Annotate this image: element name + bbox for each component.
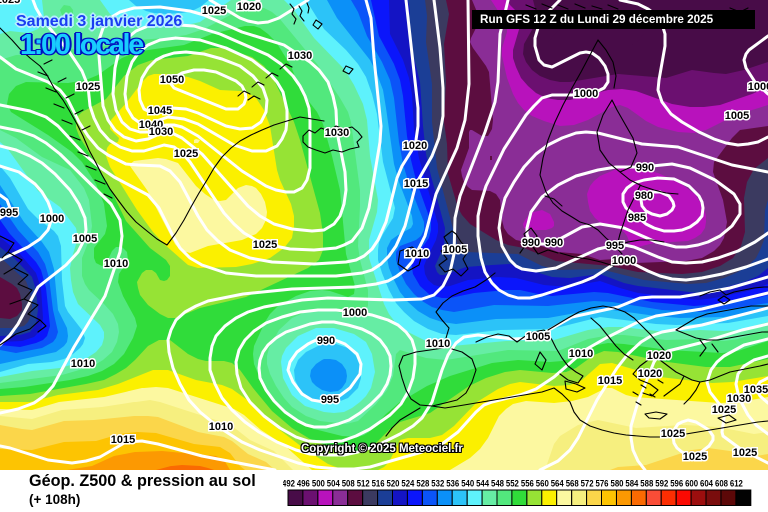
svg-text:512: 512: [357, 479, 370, 490]
svg-text:1005: 1005: [526, 331, 550, 343]
svg-text:990: 990: [317, 335, 335, 347]
svg-text:995: 995: [0, 207, 18, 219]
svg-text:1010: 1010: [569, 348, 593, 360]
svg-text:604: 604: [700, 479, 714, 490]
svg-text:496: 496: [297, 479, 310, 490]
svg-text:1015: 1015: [111, 434, 135, 446]
svg-text:995: 995: [321, 394, 339, 406]
svg-text:544: 544: [476, 479, 490, 490]
svg-text:1025: 1025: [76, 81, 100, 93]
svg-text:600: 600: [685, 479, 698, 490]
svg-text:1025: 1025: [661, 428, 685, 440]
svg-text:580: 580: [611, 479, 624, 490]
svg-text:548: 548: [491, 479, 504, 490]
svg-text:572: 572: [581, 479, 594, 490]
svg-text:520: 520: [387, 479, 400, 490]
svg-text:980: 980: [635, 190, 653, 202]
svg-text:1025: 1025: [174, 148, 198, 160]
svg-text:1020: 1020: [638, 368, 662, 380]
svg-text:1000: 1000: [612, 255, 636, 267]
svg-text:540: 540: [461, 479, 474, 490]
svg-text:608: 608: [715, 479, 728, 490]
svg-text:990: 990: [636, 162, 654, 174]
svg-text:1000: 1000: [574, 88, 598, 100]
svg-text:1050: 1050: [160, 74, 184, 86]
svg-text:1010: 1010: [405, 248, 429, 260]
svg-text:556: 556: [521, 479, 534, 490]
svg-text:1000: 1000: [343, 307, 367, 319]
svg-text:584: 584: [625, 479, 639, 490]
svg-text:588: 588: [640, 479, 653, 490]
svg-text:1010: 1010: [209, 421, 233, 433]
svg-text:1040: 1040: [139, 119, 163, 131]
svg-text:536: 536: [446, 479, 459, 490]
svg-text:1015: 1015: [404, 178, 428, 190]
svg-text:1025: 1025: [733, 447, 757, 459]
svg-text:532: 532: [431, 479, 444, 490]
svg-text:1005: 1005: [443, 244, 467, 256]
svg-text:995: 995: [606, 240, 624, 252]
svg-text:1030: 1030: [325, 127, 349, 139]
svg-text:592: 592: [655, 479, 668, 490]
svg-text:1015: 1015: [598, 375, 622, 387]
svg-text:1025: 1025: [253, 239, 277, 251]
svg-text:1005: 1005: [73, 233, 97, 245]
svg-text:1000: 1000: [40, 213, 64, 225]
svg-text:528: 528: [416, 479, 429, 490]
svg-text:990: 990: [545, 237, 563, 249]
svg-text:1030: 1030: [288, 50, 312, 62]
svg-text:568: 568: [566, 479, 579, 490]
svg-text:552: 552: [506, 479, 519, 490]
svg-text:990: 990: [522, 237, 540, 249]
svg-text:516: 516: [372, 479, 385, 490]
svg-text:1020: 1020: [237, 1, 261, 13]
svg-text:1025: 1025: [683, 451, 707, 463]
svg-text:524: 524: [401, 479, 415, 490]
svg-text:1030: 1030: [727, 393, 751, 405]
svg-text:492: 492: [283, 479, 295, 490]
svg-text:1010: 1010: [426, 338, 450, 350]
svg-text:500: 500: [312, 479, 325, 490]
svg-text:1030: 1030: [149, 126, 173, 138]
svg-text:1035: 1035: [744, 384, 768, 396]
svg-text:576: 576: [596, 479, 609, 490]
svg-text:612: 612: [730, 479, 743, 490]
svg-text:1020: 1020: [647, 350, 671, 362]
svg-text:1045: 1045: [148, 105, 172, 117]
svg-text:985: 985: [628, 212, 646, 224]
svg-text:564: 564: [551, 479, 565, 490]
svg-text:508: 508: [342, 479, 355, 490]
svg-text:1010: 1010: [71, 358, 95, 370]
svg-text:1025: 1025: [712, 404, 736, 416]
svg-text:1025: 1025: [202, 5, 226, 17]
svg-text:1005: 1005: [725, 110, 749, 122]
svg-text:1010: 1010: [104, 258, 128, 270]
svg-text:596: 596: [670, 479, 683, 490]
svg-text:1020: 1020: [403, 140, 427, 152]
svg-text:560: 560: [536, 479, 549, 490]
svg-text:504: 504: [327, 479, 341, 490]
svg-text:1025: 1025: [0, 0, 20, 6]
svg-text:1000: 1000: [748, 81, 768, 93]
